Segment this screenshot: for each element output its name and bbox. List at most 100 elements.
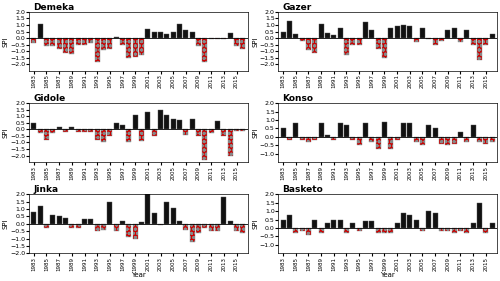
Y-axis label: SPI: SPI bbox=[252, 127, 258, 138]
Bar bbox=[196, 224, 201, 233]
Bar bbox=[464, 228, 469, 233]
Bar bbox=[158, 110, 163, 129]
Y-axis label: SPI: SPI bbox=[252, 36, 258, 47]
Bar bbox=[114, 123, 118, 129]
Text: Jinka: Jinka bbox=[33, 185, 58, 194]
Bar bbox=[357, 38, 362, 45]
Bar bbox=[388, 28, 393, 38]
Bar bbox=[120, 125, 125, 129]
Bar bbox=[332, 219, 336, 228]
Bar bbox=[164, 202, 169, 224]
Bar bbox=[88, 219, 93, 224]
Bar bbox=[184, 224, 188, 230]
Bar bbox=[101, 38, 106, 50]
Bar bbox=[57, 38, 62, 49]
Bar bbox=[228, 33, 232, 38]
Bar bbox=[395, 137, 400, 140]
Bar bbox=[126, 38, 131, 58]
Bar bbox=[63, 218, 68, 224]
Bar bbox=[395, 26, 400, 38]
Bar bbox=[44, 38, 49, 46]
Bar bbox=[234, 129, 239, 131]
Bar bbox=[433, 213, 438, 228]
Bar bbox=[300, 137, 304, 140]
Bar bbox=[433, 38, 438, 45]
Bar bbox=[370, 221, 374, 228]
Bar bbox=[190, 31, 194, 38]
Bar bbox=[357, 137, 362, 145]
Bar bbox=[452, 28, 456, 38]
Bar bbox=[139, 222, 144, 224]
Bar bbox=[139, 38, 144, 55]
Bar bbox=[471, 223, 476, 228]
Bar bbox=[344, 125, 349, 137]
Bar bbox=[350, 38, 355, 45]
Bar bbox=[344, 228, 349, 233]
Bar bbox=[95, 129, 100, 140]
Bar bbox=[420, 228, 425, 232]
Bar bbox=[414, 38, 418, 42]
Bar bbox=[152, 31, 156, 38]
X-axis label: Year: Year bbox=[131, 272, 146, 278]
Bar bbox=[300, 38, 304, 41]
Bar bbox=[215, 38, 220, 39]
Bar bbox=[294, 34, 298, 38]
Bar bbox=[120, 221, 125, 224]
Bar bbox=[490, 223, 494, 228]
Bar bbox=[209, 38, 214, 39]
Bar bbox=[184, 30, 188, 38]
Bar bbox=[446, 228, 450, 232]
Bar bbox=[152, 214, 156, 224]
Bar bbox=[332, 35, 336, 38]
Bar bbox=[420, 137, 425, 145]
Bar bbox=[82, 38, 87, 45]
Bar bbox=[146, 112, 150, 129]
Text: Gidole: Gidole bbox=[33, 94, 66, 103]
Bar bbox=[76, 224, 80, 228]
Bar bbox=[190, 224, 194, 242]
Bar bbox=[458, 132, 463, 137]
Bar bbox=[325, 33, 330, 38]
Bar bbox=[306, 137, 311, 142]
Bar bbox=[76, 129, 80, 132]
Bar bbox=[32, 212, 36, 224]
Bar bbox=[306, 228, 311, 235]
Bar bbox=[350, 137, 355, 140]
Bar bbox=[401, 213, 406, 228]
Bar bbox=[222, 38, 226, 39]
Bar bbox=[484, 137, 488, 144]
Bar bbox=[477, 38, 482, 60]
Bar bbox=[464, 137, 469, 142]
Bar bbox=[414, 219, 418, 228]
Bar bbox=[240, 38, 245, 49]
Bar bbox=[50, 129, 55, 133]
Bar bbox=[376, 228, 380, 233]
Bar bbox=[439, 228, 444, 232]
Text: Demeka: Demeka bbox=[33, 3, 74, 12]
Bar bbox=[281, 219, 285, 228]
Bar bbox=[70, 224, 74, 228]
Bar bbox=[439, 38, 444, 41]
Bar bbox=[370, 137, 374, 142]
Bar bbox=[177, 24, 182, 38]
Bar bbox=[82, 129, 87, 132]
Bar bbox=[294, 228, 298, 233]
Bar bbox=[88, 38, 93, 43]
Bar bbox=[152, 129, 156, 136]
Bar bbox=[95, 38, 100, 62]
Bar bbox=[363, 123, 368, 137]
Bar bbox=[114, 37, 118, 38]
Bar bbox=[196, 38, 201, 46]
Bar bbox=[222, 197, 226, 224]
Bar bbox=[70, 127, 74, 129]
Bar bbox=[312, 38, 317, 53]
Bar bbox=[222, 129, 226, 136]
Bar bbox=[44, 129, 49, 140]
Bar bbox=[164, 115, 169, 129]
Bar bbox=[95, 224, 100, 231]
Bar bbox=[171, 31, 175, 38]
Bar bbox=[38, 206, 42, 224]
Bar bbox=[164, 34, 169, 38]
Bar bbox=[32, 123, 36, 129]
Bar bbox=[287, 137, 292, 140]
